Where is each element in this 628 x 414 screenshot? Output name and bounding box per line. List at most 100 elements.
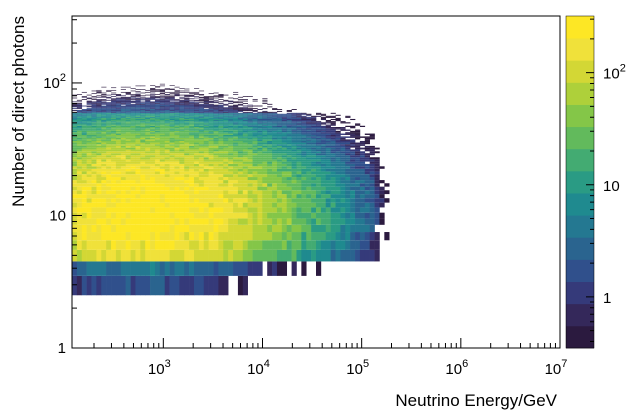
heatmap-cell (96, 118, 102, 121)
heatmap-cell (101, 194, 107, 199)
heatmap-cell (120, 123, 126, 125)
heatmap-cell (115, 130, 122, 133)
heatmap-cell (174, 133, 180, 135)
heatmap-cell (189, 142, 195, 145)
heatmap-cell (198, 144, 205, 146)
heatmap-cell (247, 139, 253, 141)
heatmap-cell (267, 106, 273, 108)
heatmap-cell (213, 116, 219, 118)
heatmap-cell (359, 144, 366, 146)
heatmap-cell (159, 99, 166, 100)
heatmap-cell (359, 125, 366, 128)
heatmap-cell (276, 224, 283, 233)
heatmap-cell (296, 183, 302, 187)
heatmap-cell (359, 142, 366, 145)
heatmap-cell (306, 249, 312, 262)
heatmap-cell (301, 240, 307, 250)
heatmap-cell (150, 123, 156, 125)
x-tick-label-exponent: 4 (264, 358, 270, 370)
heatmap-cell (72, 145, 78, 148)
heatmap-cell (145, 120, 151, 122)
heatmap-cell (96, 100, 102, 102)
heatmap-cell (140, 139, 146, 141)
heatmap-cell (111, 198, 117, 203)
heatmap-cell (140, 240, 146, 250)
heatmap-cell (130, 95, 136, 97)
heatmap-cell (233, 261, 239, 276)
heatmap-cell (135, 103, 141, 104)
heatmap-cell (145, 168, 151, 172)
heatmap-cell (325, 155, 331, 158)
heatmap-cell (335, 128, 341, 130)
heatmap-cell (262, 116, 268, 118)
heatmap-cell (150, 111, 156, 113)
heatmap-cell (145, 147, 151, 150)
heatmap-cell (301, 147, 307, 150)
heatmap-cell (247, 111, 253, 113)
heatmap-cell (91, 144, 97, 146)
heatmap-cell (242, 166, 248, 169)
heatmap-cell (247, 198, 253, 203)
heatmap-cell (72, 163, 78, 167)
heatmap-cell (91, 163, 97, 167)
heatmap-cell (106, 120, 112, 122)
heatmap-cell (272, 180, 278, 184)
heatmap-cell (184, 120, 190, 122)
heatmap-cell (276, 121, 283, 123)
heatmap-cell (242, 113, 248, 115)
heatmap-cell (223, 115, 229, 117)
heatmap-cell (218, 224, 224, 233)
heatmap-cell (350, 157, 356, 160)
heatmap-cell (150, 130, 156, 133)
heatmap-cell (91, 115, 97, 117)
heatmap-cell (125, 91, 131, 93)
heatmap-cell (218, 140, 224, 143)
heatmap-cell (252, 249, 258, 262)
heatmap-cell (72, 106, 78, 108)
heatmap-cell (140, 99, 146, 100)
heatmap-cell (150, 249, 156, 262)
heatmap-cell (194, 137, 200, 140)
heatmap-cell (325, 190, 331, 195)
heatmap-cell (198, 125, 205, 128)
heatmap-cell (208, 202, 214, 208)
heatmap-cell (130, 100, 136, 102)
heatmap-cell (345, 166, 351, 169)
heatmap-cell (208, 240, 214, 250)
heatmap-cell (154, 130, 161, 133)
heatmap-cell (325, 139, 331, 141)
heatmap-cell (203, 103, 209, 105)
heatmap-cell (267, 194, 273, 199)
heatmap-cell (257, 183, 263, 187)
heatmap-cell (125, 127, 131, 129)
heatmap-cell (369, 171, 375, 175)
heatmap-cell (154, 261, 161, 276)
heatmap-cell (194, 130, 200, 133)
heatmap-cell (101, 142, 107, 145)
heatmap-cell (218, 249, 224, 262)
heatmap-cell (286, 174, 292, 178)
heatmap-cell (335, 218, 341, 225)
heatmap-cell (159, 93, 166, 95)
heatmap-cell (154, 114, 161, 116)
heatmap-cell (330, 190, 336, 195)
heatmap-cell (125, 93, 131, 95)
heatmap-cell (81, 139, 87, 141)
heatmap-cell (140, 105, 146, 107)
heatmap-cell (174, 117, 180, 119)
heatmap-cell (242, 129, 248, 131)
heatmap-cell (316, 177, 322, 181)
heatmap-cell (296, 163, 302, 167)
heatmap-cell (140, 275, 146, 296)
heatmap-cell (208, 190, 214, 195)
heatmap-cell (96, 183, 102, 187)
heatmap-cell (169, 118, 175, 121)
heatmap-cell (223, 168, 229, 172)
heatmap-cell (154, 108, 161, 110)
heatmap-cell (233, 98, 239, 100)
heatmap-cell (154, 161, 161, 164)
heatmap-cell (272, 186, 278, 191)
heatmap-cell (106, 123, 112, 125)
heatmap-cell (272, 183, 278, 187)
